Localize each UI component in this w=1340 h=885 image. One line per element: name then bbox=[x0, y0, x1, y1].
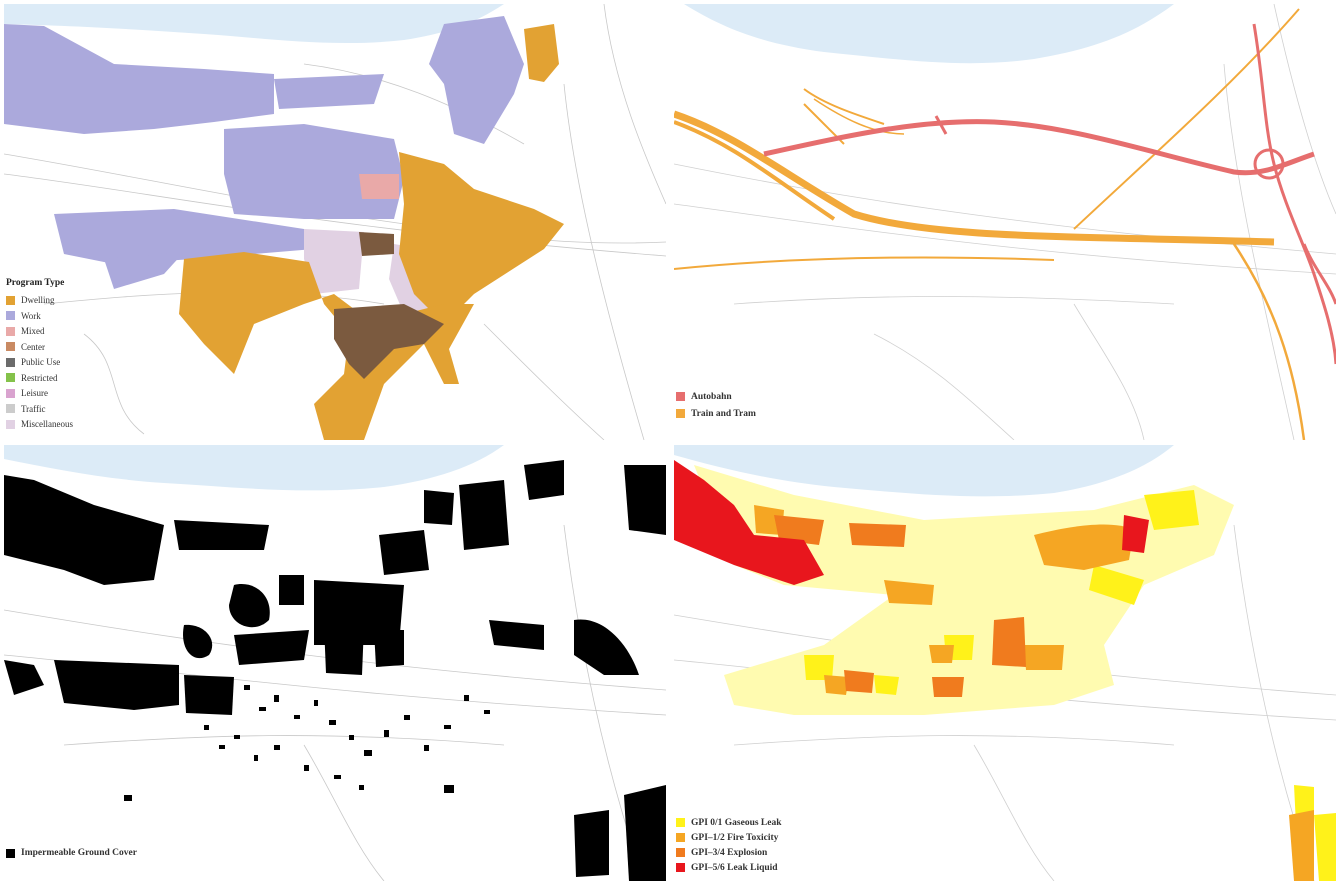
transport-legend: Autobahn Train and Tram bbox=[676, 388, 756, 422]
ground-cover-legend: Impermeable Ground Cover bbox=[6, 846, 137, 862]
gpi-legend: GPI 0/1 Gaseous Leak GPI–1/2 Fire Toxici… bbox=[676, 815, 782, 875]
legend-title: Program Type bbox=[6, 277, 65, 288]
transport-map-panel: Autobahn Train and Tram bbox=[674, 4, 1336, 440]
gpi-1-2-fire-toxicity-areas bbox=[754, 505, 1314, 881]
legend-item-leisure: Leisure bbox=[6, 386, 73, 402]
program-type-legend: Program Type Dwelling Work Mixed Center … bbox=[6, 278, 73, 433]
gpi-3-4-explosion-areas bbox=[774, 515, 1026, 697]
legend-swatch bbox=[676, 409, 685, 418]
legend-label: GPI 0/1 Gaseous Leak bbox=[691, 817, 782, 828]
gpi-hazard-map-panel: GPI 0/1 Gaseous Leak GPI–1/2 Fire Toxici… bbox=[674, 445, 1336, 881]
river bbox=[4, 445, 504, 491]
gpi-hazard-map bbox=[674, 445, 1336, 881]
legend-item-gpi-3-4: GPI–3/4 Explosion bbox=[676, 845, 782, 860]
legend-swatch bbox=[6, 848, 15, 858]
center-areas bbox=[334, 232, 444, 379]
legend-swatch bbox=[676, 848, 685, 857]
legend-label: Restricted bbox=[21, 372, 58, 383]
ground-cover-map-panel: Impermeable Ground Cover bbox=[4, 445, 666, 881]
ground-cover-map bbox=[4, 445, 666, 881]
legend-label: Miscellaneous bbox=[21, 419, 73, 430]
legend-label: Leisure bbox=[21, 388, 48, 399]
legend-item-gpi-1-2: GPI–1/2 Fire Toxicity bbox=[676, 830, 782, 845]
legend-item-traffic: Traffic bbox=[6, 401, 73, 417]
legend-label: Dwelling bbox=[21, 295, 55, 306]
legend-item-autobahn: Autobahn bbox=[676, 388, 756, 405]
river bbox=[684, 4, 1174, 64]
legend-item-mixed: Mixed bbox=[6, 324, 73, 340]
legend-item-gpi-0-1: GPI 0/1 Gaseous Leak bbox=[676, 815, 782, 830]
dwelling-areas bbox=[179, 24, 564, 440]
legend-swatch bbox=[6, 388, 15, 398]
legend-label: Impermeable Ground Cover bbox=[21, 848, 137, 859]
legend-swatch bbox=[676, 392, 685, 401]
legend-label: GPI–5/6 Leak Liquid bbox=[691, 862, 778, 873]
legend-label: Traffic bbox=[21, 403, 46, 414]
river bbox=[4, 4, 504, 44]
legend-swatch bbox=[6, 326, 15, 336]
mixed-areas bbox=[359, 174, 399, 199]
legend-label: Mixed bbox=[21, 326, 45, 337]
train-and-tram-lines bbox=[674, 8, 1306, 440]
legend-swatch bbox=[6, 311, 15, 321]
legend-label: Work bbox=[21, 310, 41, 321]
legend-label: GPI–1/2 Fire Toxicity bbox=[691, 832, 779, 843]
legend-item-public-use: Public Use bbox=[6, 355, 73, 371]
legend-item-center: Center bbox=[6, 339, 73, 355]
impermeable-ground-cover bbox=[4, 460, 666, 881]
legend-label: Center bbox=[21, 341, 45, 352]
legend-swatch bbox=[6, 342, 15, 352]
legend-swatch bbox=[676, 833, 685, 842]
river bbox=[674, 445, 1174, 497]
legend-label: GPI–3/4 Explosion bbox=[691, 847, 768, 858]
legend-swatch bbox=[676, 818, 685, 827]
legend-item-gpi-5-6: GPI–5/6 Leak Liquid bbox=[676, 860, 782, 875]
legend-label: Train and Tram bbox=[691, 408, 756, 419]
gpi-0-1-gaseous-leak-areas bbox=[804, 490, 1336, 881]
legend-item-miscellaneous: Miscellaneous bbox=[6, 417, 73, 433]
work-areas bbox=[4, 16, 524, 289]
small-impermeable-patches bbox=[124, 685, 490, 801]
legend-swatch bbox=[6, 404, 15, 414]
legend-item-restricted: Restricted bbox=[6, 370, 73, 386]
legend-item-work: Work bbox=[6, 308, 73, 324]
legend-swatch bbox=[6, 357, 15, 367]
gpi-5-6-leak-liquid-areas bbox=[674, 460, 1149, 585]
legend-swatch bbox=[6, 295, 15, 305]
legend-item-train-and-tram: Train and Tram bbox=[676, 405, 756, 422]
program-type-map-panel: Program Type Dwelling Work Mixed Center … bbox=[4, 4, 666, 440]
street-network bbox=[674, 4, 1336, 440]
autobahn-lines bbox=[763, 23, 1336, 365]
legend-swatch bbox=[6, 419, 15, 429]
legend-label: Public Use bbox=[21, 357, 61, 368]
legend-swatch bbox=[676, 863, 685, 872]
legend-label: Autobahn bbox=[691, 391, 732, 402]
transport-map bbox=[674, 4, 1336, 440]
legend-item-impermeable-ground-cover: Impermeable Ground Cover bbox=[6, 846, 137, 862]
legend-swatch bbox=[6, 373, 15, 383]
legend-item-dwelling: Dwelling bbox=[6, 293, 73, 309]
program-type-map bbox=[4, 4, 666, 440]
